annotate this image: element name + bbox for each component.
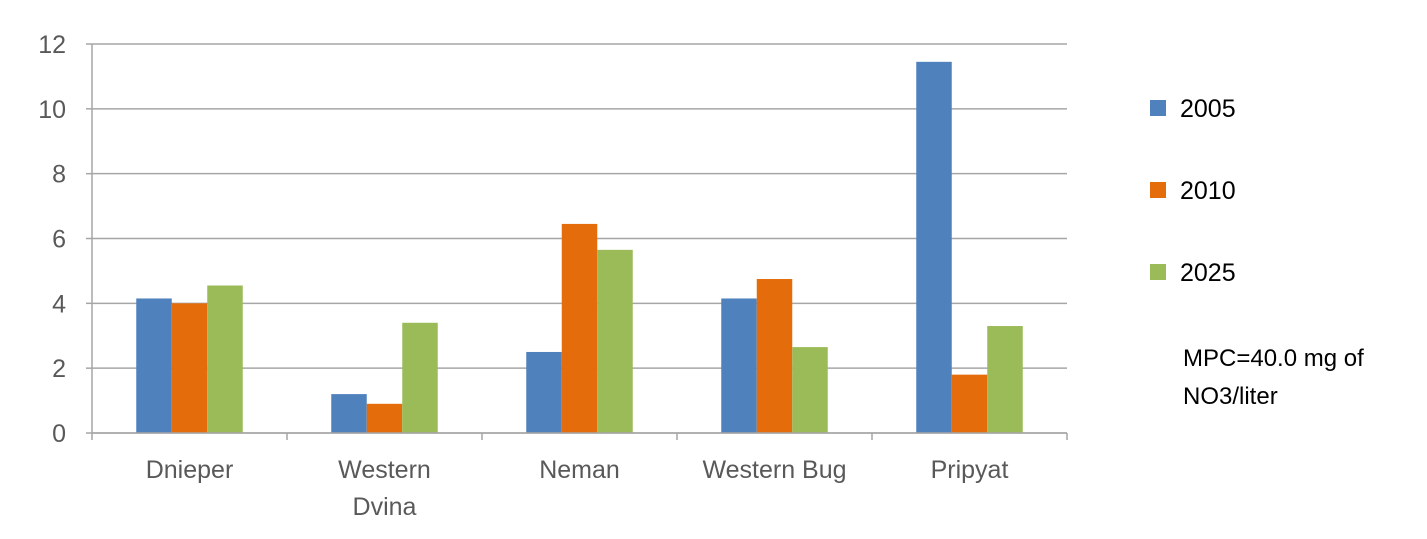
x-category-label: Western Bug: [702, 456, 846, 484]
bar-2010-western-bug: [756, 279, 793, 433]
bar-2005-western-dvina: [331, 394, 367, 433]
legend-label-2005: 2005: [1180, 95, 1236, 123]
y-tick-label: 8: [52, 161, 66, 189]
annotation-line-1: MPC=40.0 mg of: [1183, 345, 1364, 372]
x-category-label: Dvina: [353, 493, 417, 521]
legend-label-2010: 2010: [1180, 177, 1236, 205]
bar-2005-western-bug: [721, 298, 757, 433]
y-tick-label: 4: [52, 290, 66, 318]
bar-2025-pripyat: [987, 326, 1023, 433]
legend-swatch-2010: [1150, 182, 1166, 198]
bar-2025-dnieper: [207, 285, 243, 433]
legend-swatch-2025: [1150, 264, 1166, 280]
bar-2005-neman: [526, 351, 562, 433]
y-tick-label: 12: [38, 31, 66, 59]
bar-2005-pripyat: [916, 61, 952, 434]
bar-2025-western-bug: [792, 347, 828, 433]
bar-2025-western-dvina: [402, 322, 438, 433]
x-category-label: Neman: [539, 456, 620, 484]
legend-label-2025: 2025: [1180, 259, 1236, 287]
y-tick-label: 0: [52, 420, 66, 448]
bar-2010-dnieper: [171, 303, 208, 433]
x-category-label: Western: [338, 456, 431, 484]
annotation-line-2: NO3/liter: [1183, 383, 1278, 410]
x-category-label: Pripyat: [931, 456, 1009, 484]
x-category-label: Dnieper: [146, 456, 234, 484]
mpc-annotation: MPC=40.0 mg of NO3/liter: [1183, 340, 1364, 416]
bar-2005-dnieper: [136, 298, 172, 433]
y-tick-label: 6: [52, 226, 66, 254]
legend-swatch-2005: [1150, 100, 1166, 116]
y-tick-label: 10: [38, 96, 66, 124]
y-tick-label: 2: [52, 355, 66, 383]
bar-2010-pripyat: [951, 374, 988, 433]
bar-2025-neman: [597, 249, 633, 433]
bar-2010-western-dvina: [366, 403, 403, 433]
bar-2010-neman: [561, 223, 598, 433]
